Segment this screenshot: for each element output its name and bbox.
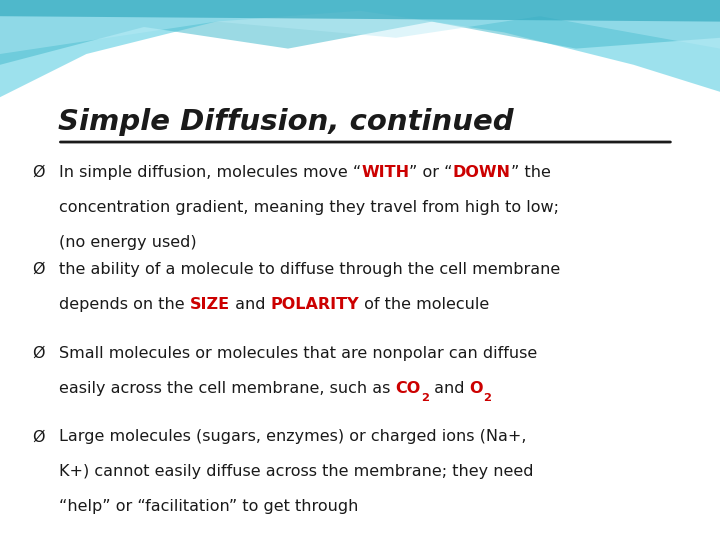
- Text: POLARITY: POLARITY: [271, 297, 359, 312]
- Text: WITH: WITH: [361, 165, 410, 180]
- Text: K+) cannot easily diffuse across the membrane; they need: K+) cannot easily diffuse across the mem…: [59, 464, 534, 480]
- Text: and: and: [230, 297, 271, 312]
- Text: Small molecules or molecules that are nonpolar can diffuse: Small molecules or molecules that are no…: [59, 346, 537, 361]
- Text: ” the: ” the: [511, 165, 551, 180]
- Text: concentration gradient, meaning they travel from high to low;: concentration gradient, meaning they tra…: [59, 200, 559, 215]
- Text: In simple diffusion, molecules move “: In simple diffusion, molecules move “: [59, 165, 361, 180]
- Text: Ø: Ø: [32, 262, 45, 277]
- Text: depends on the: depends on the: [59, 297, 190, 312]
- Text: 2: 2: [420, 393, 429, 403]
- Text: “help” or “facilitation” to get through: “help” or “facilitation” to get through: [59, 500, 359, 515]
- Text: SIZE: SIZE: [190, 297, 230, 312]
- Text: and: and: [429, 381, 469, 396]
- Text: Ø: Ø: [32, 346, 45, 361]
- Text: CO: CO: [395, 381, 420, 396]
- Text: ” or “: ” or “: [410, 165, 453, 180]
- Text: DOWN: DOWN: [453, 165, 511, 180]
- Text: 2: 2: [483, 393, 491, 403]
- Polygon shape: [0, 0, 720, 97]
- Text: Ø: Ø: [32, 165, 45, 180]
- Polygon shape: [0, 0, 720, 54]
- Text: easily across the cell membrane, such as: easily across the cell membrane, such as: [59, 381, 395, 396]
- Polygon shape: [0, 0, 720, 65]
- Text: (no energy used): (no energy used): [59, 235, 197, 250]
- Text: Simple Diffusion, continued: Simple Diffusion, continued: [58, 108, 513, 136]
- Text: the ability of a molecule to diffuse through the cell membrane: the ability of a molecule to diffuse thr…: [59, 262, 560, 277]
- Text: Large molecules (sugars, enzymes) or charged ions (Na+,: Large molecules (sugars, enzymes) or cha…: [59, 429, 526, 444]
- Text: O: O: [469, 381, 483, 396]
- Polygon shape: [0, 0, 720, 22]
- Text: of the molecule: of the molecule: [359, 297, 490, 312]
- Text: Ø: Ø: [32, 429, 45, 444]
